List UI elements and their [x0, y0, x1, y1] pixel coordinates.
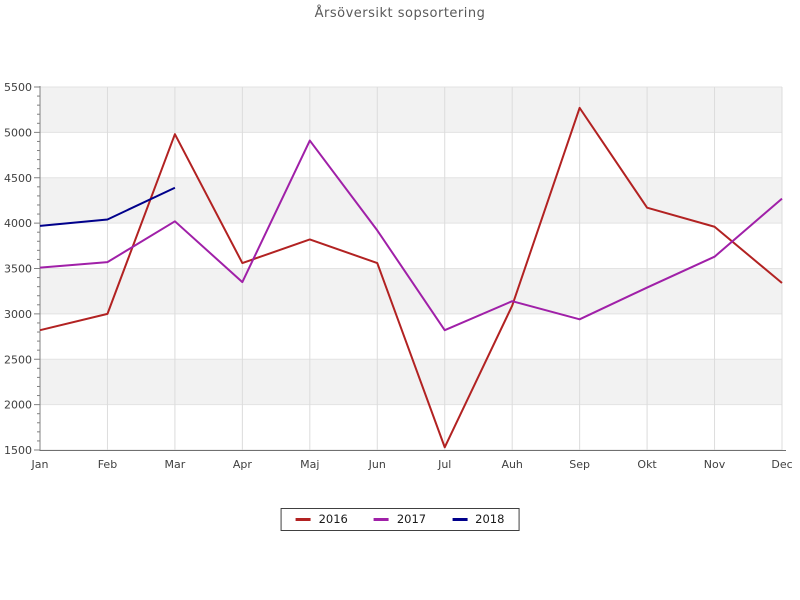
y-tick-label: 5000 — [4, 126, 32, 139]
y-tick-label: 2500 — [4, 353, 32, 366]
legend-item-2016: 2016 — [295, 511, 348, 526]
x-tick-label: Jan — [31, 458, 49, 471]
legend: 2016 2017 2018 — [280, 508, 520, 531]
legend-swatch-2018 — [452, 518, 468, 521]
x-tick-label: Auh — [501, 458, 522, 471]
legend-item-2017: 2017 — [373, 511, 427, 526]
legend-label: 2017 — [396, 511, 427, 526]
y-tick-label: 3000 — [4, 308, 32, 321]
plot-band — [40, 177, 782, 224]
series-line-2017 — [39, 139, 783, 332]
legend-label: 2016 — [318, 511, 348, 526]
x-tick-label: Jun — [368, 458, 386, 471]
plot-band — [40, 132, 782, 178]
x-tick-label: Okt — [637, 458, 657, 471]
y-tick-label: 1500 — [4, 444, 32, 457]
plot-band — [40, 87, 782, 133]
x-tick-label: Maj — [300, 458, 319, 471]
legend-label: 2018 — [475, 511, 505, 526]
chart-title: Årsöversikt sopsortering — [314, 6, 486, 21]
x-tick-label: Apr — [233, 458, 253, 471]
y-tick-label: 4000 — [4, 217, 32, 230]
x-tick-label: Sep — [569, 458, 590, 471]
series-line-2016 — [39, 106, 783, 449]
plot-band — [40, 359, 782, 405]
plot-band — [40, 268, 782, 314]
x-tick-label: Feb — [98, 458, 117, 471]
x-tick-label: Dec — [771, 458, 792, 471]
series-line-2018 — [39, 186, 176, 227]
legend-swatch-2017 — [373, 518, 389, 521]
y-tick-label: 2000 — [4, 399, 32, 412]
plot-band — [40, 313, 782, 360]
y-tick-label: 4500 — [4, 172, 32, 185]
plot-band — [40, 404, 782, 450]
y-tick-label: 5500 — [4, 81, 32, 94]
y-tick-label: 3500 — [4, 263, 32, 276]
x-tick-label: Mar — [165, 458, 186, 471]
x-tick-label: Nov — [704, 458, 726, 471]
x-tick-label: Jul — [437, 458, 451, 471]
legend-swatch-2016 — [295, 518, 311, 521]
plot-band — [40, 223, 782, 269]
legend-item-2018: 2018 — [452, 511, 505, 526]
